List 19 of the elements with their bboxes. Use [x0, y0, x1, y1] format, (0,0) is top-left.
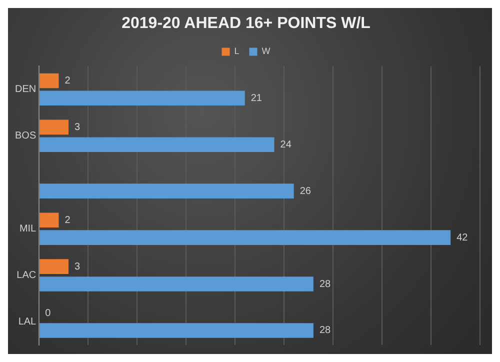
- legend-label: L: [234, 46, 240, 56]
- data-label: 2: [64, 214, 71, 226]
- y-tick-label: BOS: [14, 130, 36, 142]
- data-label: 26: [300, 186, 312, 197]
- y-tick-label: MIL: [19, 224, 37, 235]
- y-tick-label: LAL: [18, 316, 37, 328]
- data-label: 42: [456, 232, 468, 244]
- data-label: 3: [74, 122, 81, 133]
- data-label: 0: [45, 308, 52, 319]
- data-label: 28: [319, 325, 332, 336]
- data-label: 28: [319, 278, 332, 290]
- chart-title: 2019-20 AHEAD 16+ POINTS W/L: [122, 15, 371, 32]
- data-label: 24: [280, 139, 292, 150]
- y-tick-label: LAC: [16, 270, 36, 282]
- data-label: 3: [74, 261, 81, 272]
- data-label: 21: [250, 92, 262, 104]
- data-label: 2: [64, 75, 71, 86]
- legend-label: W: [262, 46, 271, 56]
- y-tick-label: DEN: [14, 84, 36, 96]
